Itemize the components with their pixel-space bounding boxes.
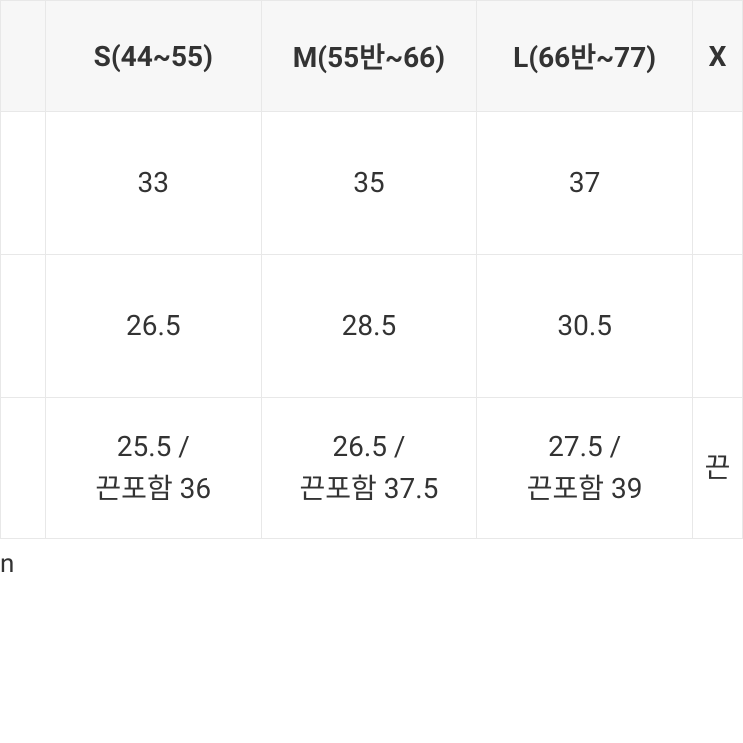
cell-value-multiline: 27.5 / 끈포함 39 (477, 398, 693, 539)
table-row: 26.5 28.5 30.5 (1, 255, 743, 398)
cell-value: 33 (46, 112, 262, 255)
table-row: 25.5 / 끈포함 36 26.5 / 끈포함 37.5 27.5 / 끈포함… (1, 398, 743, 539)
header-cell-l: L(66반~77) (477, 1, 693, 112)
size-table: S(44~55) M(55반~66) L(66반~77) X 33 35 37 … (0, 0, 743, 539)
table-header: S(44~55) M(55반~66) L(66반~77) X (1, 1, 743, 112)
cell-blank (692, 112, 742, 255)
cell-value: 28.5 (261, 255, 477, 398)
size-table-container: S(44~55) M(55반~66) L(66반~77) X 33 35 37 … (0, 0, 743, 579)
cell-value: 35 (261, 112, 477, 255)
header-cell-m: M(55반~66) (261, 1, 477, 112)
cell-value-multiline: 26.5 / 끈포함 37.5 (261, 398, 477, 539)
cell-blank (1, 255, 46, 398)
cell-blank (1, 398, 46, 539)
cell-value: 26.5 (46, 255, 262, 398)
cell-blank (1, 112, 46, 255)
cell-value: 30.5 (477, 255, 693, 398)
cell-value: 37 (477, 112, 693, 255)
cell-blank (692, 255, 742, 398)
table-row: 33 35 37 (1, 112, 743, 255)
footer-text: n (0, 539, 743, 579)
header-cell-x: X (692, 1, 742, 112)
table-body: 33 35 37 26.5 28.5 30.5 25.5 / 끈포함 36 26… (1, 112, 743, 539)
cell-value-multiline: 25.5 / 끈포함 36 (46, 398, 262, 539)
header-row: S(44~55) M(55반~66) L(66반~77) X (1, 1, 743, 112)
header-cell-blank (1, 1, 46, 112)
header-cell-s: S(44~55) (46, 1, 262, 112)
cell-partial: 끈 (692, 398, 742, 539)
